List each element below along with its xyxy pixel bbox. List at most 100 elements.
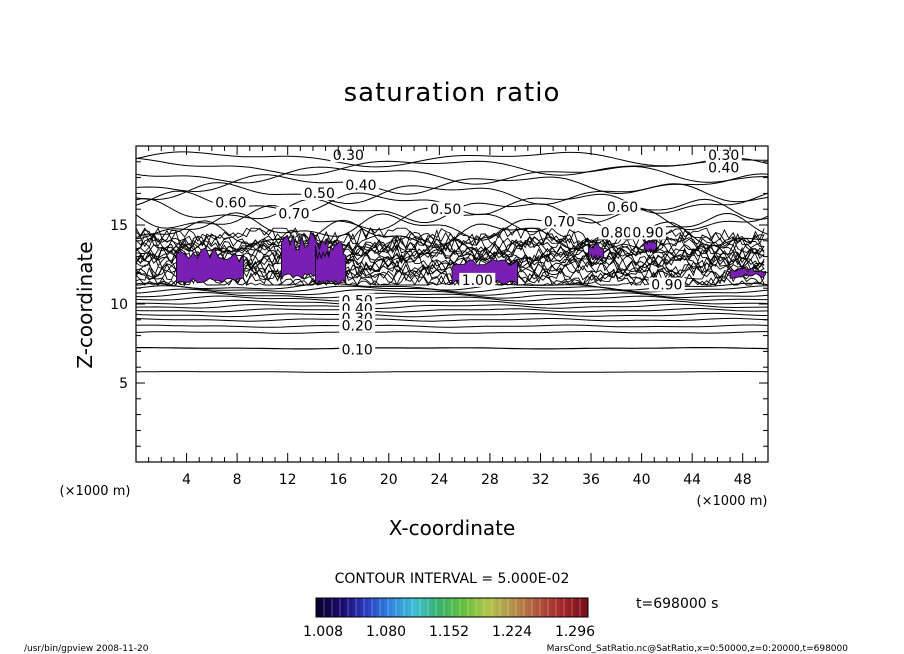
x-axis-ticks: 4 8 12 16 20 24 28 32 36 40 44 48 [148,146,756,488]
colorbar-segment [424,598,429,617]
contour-line [135,165,768,185]
colorbar-segment [544,598,549,617]
contour-label-bg [629,225,666,240]
contour-labels: 0.30 0.300.400.400.500.60 0.50 0.600.70 0.70… [212,148,742,358]
colorbar-segment [504,598,509,617]
colorbar-segment [372,598,377,617]
contour-label: 0.60 [215,195,246,211]
colorbar-segment [380,598,385,617]
contour-label: 0.40 [708,161,739,177]
colorbar-segment [576,598,581,617]
contour-line [135,241,765,268]
x-tick-label: 8 [233,472,242,488]
supersaturation-region [315,242,347,286]
colorbar-segment [460,598,465,617]
colorbar-segment [520,598,525,617]
colorbar-segment [332,598,337,617]
contour-label-bg [301,185,338,200]
x-tick-label: 32 [532,472,550,488]
colorbar-segment [568,598,573,617]
colorbar-segment [320,598,325,617]
contour-label: 0.10 [342,342,373,358]
colorbar-segment [448,598,453,617]
contour-interval-text: CONTOUR INTERVAL = 5.000E-02 [335,571,570,587]
x-axis-title: X-coordinate [389,516,516,540]
colorbar-segment [416,598,421,617]
contour-label-bg [541,214,578,229]
colorbar-segment [476,598,481,617]
colorbar-segment [556,598,561,617]
colorbar-segment [540,598,545,617]
colorbar-segment [348,598,353,617]
colorbar-segment [468,598,473,617]
contour-line [135,157,769,176]
y-tick-label: 5 [119,376,128,392]
supersaturation-region [588,241,605,261]
contour-line [135,182,769,205]
contour-label: 1.00 [462,273,493,289]
contour-label: 0.30 [333,148,364,164]
colorbar-segment [532,598,537,617]
colorbar-segment [428,598,433,617]
colorbar-segment [472,598,477,617]
colorbar-segment [384,598,389,617]
colorbar-segment [508,598,513,617]
contour-label: 0.50 [430,202,461,218]
y-axis-ticks: 5 10 15 [110,161,768,447]
colorbar-tick-label: 1.152 [429,624,469,640]
colorbar-segment [344,598,349,617]
colorbar-tick-labels: 1.008 1.080 1.152 1.224 1.296 [303,624,595,640]
x-tick-label: 44 [683,472,701,488]
colorbar-segment [376,598,381,617]
contour-line [136,347,769,350]
colorbar-segment [400,598,405,617]
contour-line [135,151,769,168]
supersaturation-region [643,237,658,255]
contour-line [135,308,769,313]
contour-label-bg [705,160,742,175]
colorbar-segment [432,598,437,617]
colorbar-segment [488,598,493,617]
colorbar-segment [444,598,449,617]
colorbar-segment [408,598,413,617]
colorbar [315,597,589,618]
contour-line [135,371,769,373]
colorbar-tick-label: 1.296 [555,624,595,640]
colorbar-segment [524,598,529,617]
x-tick-label: 20 [380,472,398,488]
colorbar-segment [440,598,445,617]
colorbar-segment [496,598,501,617]
footer-program: /usr/bin/gpview 2008-11-20 [24,644,149,654]
colorbar-segment [484,598,489,617]
contour-line [136,299,769,306]
colorbar-segment [464,598,469,617]
contour-label-bg [427,201,464,216]
contour-label-bg [598,225,635,240]
contour-label-bg [339,342,376,357]
contour-line [135,324,769,328]
x-tick-label: 36 [582,472,600,488]
colorbar-segment [316,598,321,617]
colorbar-segment [536,598,541,617]
colorbar-segment [388,598,393,617]
colorbar-segment [368,598,373,617]
contour-label: 0.60 [607,200,638,216]
colorbar-segment [500,598,505,617]
colorbar-segment [512,598,517,617]
contour-line [135,303,768,310]
colorbar-frame [315,597,589,618]
contour-label-bg [330,148,367,163]
contour-label-bg [459,272,496,287]
contour-label: 0.50 [304,186,335,202]
contour-line [135,295,768,302]
colorbar-segment [328,598,333,617]
x-tick-label: 4 [182,472,191,488]
colorbar-segment [492,598,497,617]
chart-title: saturation ratio [344,78,561,108]
colorbar-segment [516,598,521,617]
x-tick-label: 40 [633,472,651,488]
colorbar-segment [352,598,357,617]
contour-line [135,312,768,318]
contour-line [135,331,768,334]
